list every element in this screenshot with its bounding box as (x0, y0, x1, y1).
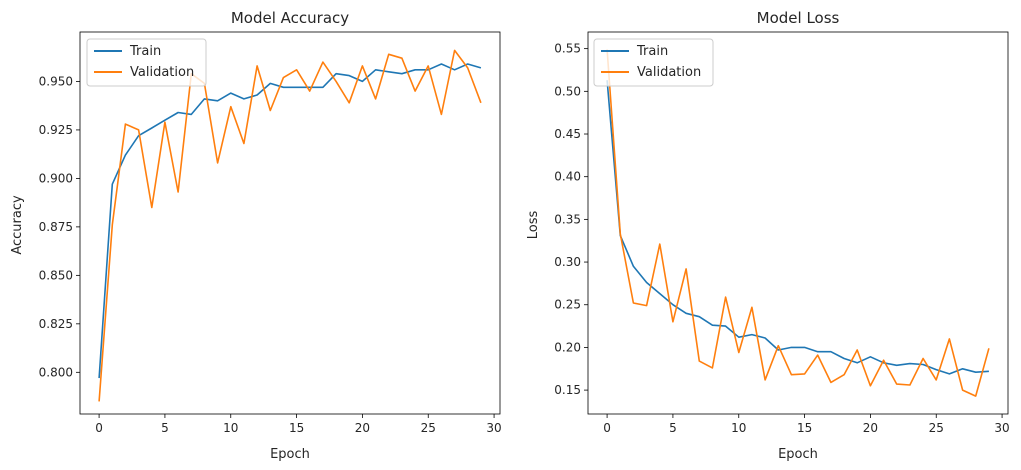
x-tick-label: 15 (797, 421, 812, 435)
y-tick-label: 0.55 (554, 42, 581, 56)
y-tick-label: 0.875 (39, 220, 73, 234)
legend: Train Validation (593, 38, 714, 87)
series-line-validation (98, 49, 482, 402)
y-tick-label: 0.50 (554, 84, 581, 98)
plot-area: 0 5 10 15 20 25 30 0.800 0.825 0.850 0.875 0.900 0.9… (39, 31, 502, 435)
x-tick-label: 25 (421, 421, 436, 435)
y-tick-label: 0.45 (554, 127, 581, 141)
x-axis-label: Epoch (778, 447, 818, 462)
x-tick-label: 20 (863, 421, 878, 435)
series-line-train (98, 63, 482, 379)
legend-label-validation: Validation (637, 65, 701, 80)
y-tick-label: 0.900 (39, 171, 73, 185)
plot-frame (587, 31, 1009, 415)
chart-title: Model Accuracy (231, 9, 349, 27)
x-tick-label: 10 (731, 421, 746, 435)
series-line-train (606, 80, 989, 375)
y-axis-label: Loss (526, 211, 541, 240)
y-tick-label: 0.25 (554, 298, 581, 312)
x-tick-label: 30 (994, 421, 1009, 435)
y-tick-label: 0.825 (39, 317, 73, 331)
loss-chart: Model Loss Epoch Loss 0 5 10 15 20 25 30 0.15 0.… (526, 9, 1010, 462)
legend-label-validation: Validation (130, 65, 194, 80)
y-tick-label: 0.20 (554, 340, 581, 354)
x-axis-label: Epoch (270, 447, 310, 462)
legend-label-train: Train (129, 44, 161, 59)
x-tick-label: 0 (95, 421, 103, 435)
y-tick-label: 0.35 (554, 212, 581, 226)
x-tick-label: 25 (929, 421, 944, 435)
y-axis-label: Accuracy (10, 195, 25, 255)
plot-frame (79, 31, 501, 415)
y-tick-label: 0.800 (39, 365, 73, 379)
y-tick-label: 0.925 (39, 123, 73, 137)
x-tick-label: 10 (223, 421, 238, 435)
x-tick-label: 5 (161, 421, 169, 435)
x-tick-label: 15 (289, 421, 304, 435)
y-tick-label: 0.30 (554, 255, 581, 269)
legend-label-train: Train (636, 44, 668, 59)
y-tick-label: 0.15 (554, 383, 581, 397)
x-tick-label: 0 (603, 421, 611, 435)
x-tick-label: 5 (669, 421, 677, 435)
y-tick-label: 0.850 (39, 268, 73, 282)
y-tick-label: 0.950 (39, 74, 73, 88)
x-tick-label: 30 (486, 421, 501, 435)
y-tick-label: 0.40 (554, 170, 581, 184)
accuracy-chart: Model Accuracy Epoch Accuracy 0 5 10 15 20 25… (10, 9, 502, 462)
x-tick-label: 20 (355, 421, 370, 435)
legend: Train Validation (86, 38, 207, 87)
chart-title: Model Loss (757, 9, 840, 27)
series-line-validation (606, 49, 990, 397)
plot-area: 0 5 10 15 20 25 30 0.15 0.20 0.25 0.30 0.35 0.40 0.45… (554, 31, 1010, 435)
